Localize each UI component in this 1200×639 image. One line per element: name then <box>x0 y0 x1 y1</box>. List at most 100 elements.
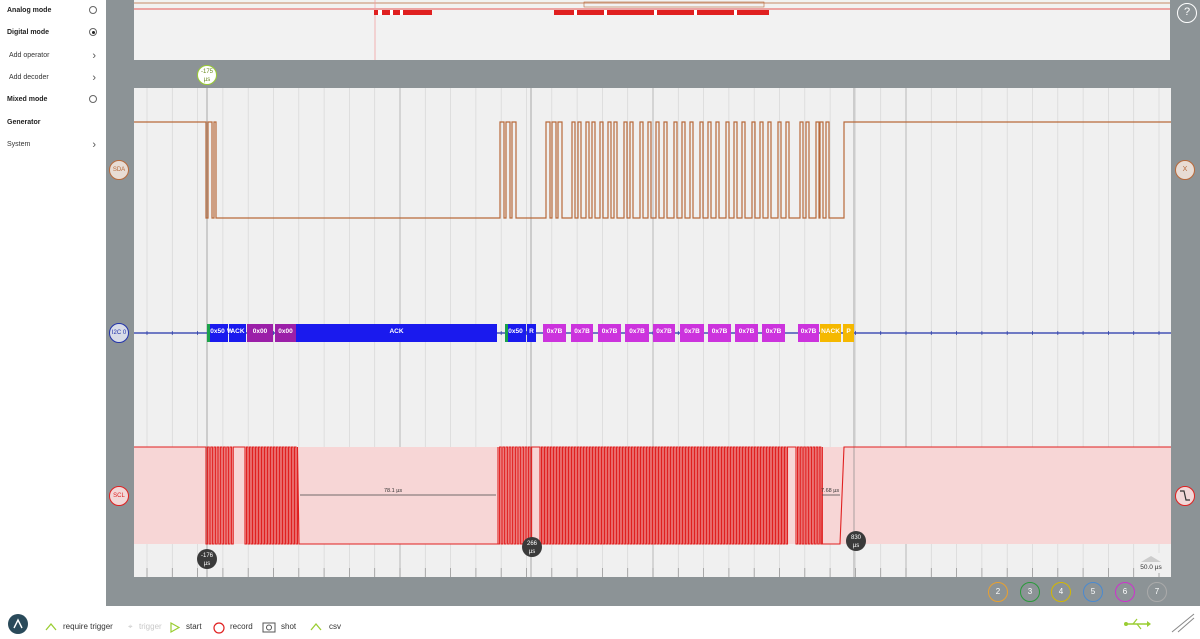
analog-mode-radio[interactable] <box>89 6 97 14</box>
channel-toggle-7[interactable]: 7 <box>1147 582 1167 602</box>
trigger-time-unit: µs <box>203 77 211 83</box>
channel-toggle-5[interactable]: 5 <box>1083 582 1103 602</box>
sda-waveform <box>134 121 1171 219</box>
menu-system[interactable]: System › <box>0 134 106 156</box>
digital-mode-radio[interactable] <box>89 28 97 36</box>
channel-toggle-3[interactable]: 3 <box>1020 582 1040 602</box>
decoder-segment <box>527 324 536 342</box>
scl-channel-marker[interactable]: SCL <box>109 486 129 506</box>
decoder-segment <box>505 324 526 342</box>
shot-button[interactable]: shot <box>281 622 297 631</box>
decoder-label: 0x7B <box>711 328 728 335</box>
channel-toggle-6[interactable]: 6 <box>1115 582 1135 602</box>
logo-glyph <box>13 618 23 629</box>
cursor-time-value: 266 <box>526 541 537 547</box>
scl-waveform <box>134 446 1171 545</box>
measurement-label: 7.68 µs <box>821 488 840 494</box>
decoder-segment <box>229 324 246 342</box>
cursor-time-value: 830 <box>850 535 861 541</box>
camera-icon <box>262 622 276 633</box>
decoder-segment <box>598 324 621 342</box>
play-icon <box>170 621 181 634</box>
decoder-label: 0x50 <box>508 328 523 335</box>
decoder-segment <box>708 324 731 342</box>
scl-trigger-edge-marker[interactable] <box>1175 486 1195 506</box>
decoder-label: R <box>529 328 534 335</box>
decoder-label: ACK <box>230 328 245 335</box>
i2c-channel-marker[interactable]: I2C 0 <box>109 323 129 343</box>
overview-strip[interactable] <box>134 0 1170 60</box>
decoder-segment <box>820 324 841 342</box>
trigger-time-marker[interactable]: -175 µs <box>197 65 217 85</box>
decoder-segment <box>296 324 497 342</box>
decoder-label: 0x50 <box>210 328 225 335</box>
decoder-segment <box>653 324 675 342</box>
menu-add-decoder[interactable]: Add decoder › <box>0 67 106 89</box>
decoder-segment <box>843 324 854 342</box>
timescale-indicator[interactable]: 50.0 µs <box>1137 553 1165 573</box>
cursor-badge[interactable]: 266 µs <box>522 537 542 557</box>
cursor-time-unit: µs <box>852 543 860 549</box>
require-trigger-icon <box>45 622 57 631</box>
menu-add-operator[interactable]: Add operator › <box>0 45 106 67</box>
waveform-plot[interactable]: 0x50 ACK 0x00 0x00 ACK 0x50 R 0x7B 0x7B 0x7B 0x7B 0… <box>134 88 1171 577</box>
decoder-segment <box>275 324 296 342</box>
waveform-canvas <box>134 88 1171 577</box>
app-logo-icon[interactable] <box>8 614 28 634</box>
falling-edge-icon <box>1180 490 1190 501</box>
trigger-time-value: -175 <box>200 69 213 75</box>
decoder-label: 0x7B <box>601 328 618 335</box>
decoder-segment <box>798 324 819 342</box>
decoder-label: 0x7B <box>574 328 590 335</box>
sda-channel-marker[interactable]: SDA <box>109 160 129 180</box>
decoder-label: 0x7B <box>656 328 672 335</box>
decoder-segment <box>207 324 228 342</box>
decoder-label: W <box>227 328 234 335</box>
channel-toggle-2[interactable]: 2 <box>988 582 1008 602</box>
decoder-label: 0x7B <box>546 328 563 335</box>
menu-analog-mode[interactable]: Analog mode <box>0 0 106 22</box>
cursor-time-value: -176 <box>200 553 213 559</box>
menu-generator[interactable]: Generator <box>0 112 106 134</box>
record-button[interactable]: record <box>230 622 253 631</box>
overview-waveform <box>134 0 1170 60</box>
csv-icon <box>310 622 322 631</box>
chevron-right-icon: › <box>92 72 96 84</box>
cursor-time-unit: µs <box>203 561 211 567</box>
help-button[interactable]: ? <box>1177 3 1197 23</box>
sidebar: Analog mode Digital mode Add operator › … <box>0 0 106 606</box>
menu-label: System <box>7 141 31 148</box>
timescale-icon <box>1141 556 1161 562</box>
channel-toggle-4[interactable]: 4 <box>1051 582 1071 602</box>
chevron-right-icon: › <box>92 139 96 151</box>
menu-digital-mode[interactable]: Digital mode <box>0 22 106 44</box>
decoder-segment <box>735 324 758 342</box>
decoder-segment <box>571 324 593 342</box>
chevron-right-icon: › <box>92 50 96 62</box>
trigger-button[interactable]: trigger <box>139 622 162 631</box>
decoder-segment <box>762 324 785 342</box>
cursor-badge[interactable]: 830 µs <box>846 531 866 551</box>
menu-mixed-mode[interactable]: Mixed mode <box>0 89 106 111</box>
record-icon <box>213 622 225 634</box>
start-button[interactable]: start <box>186 622 202 631</box>
cursor-badge[interactable]: -176 µs <box>197 549 217 569</box>
menu-label: Generator <box>7 119 41 126</box>
decoder-label: ACK <box>389 328 404 335</box>
sda-trigger-marker[interactable]: X <box>1175 160 1195 180</box>
csv-button[interactable]: csv <box>329 622 341 631</box>
decoder-label: 0x7B <box>738 328 755 335</box>
decoder-label: NACK <box>821 328 840 335</box>
menu-label: Analog mode <box>7 7 52 14</box>
decoder-segment <box>680 324 704 342</box>
resize-handle-icon[interactable] <box>1170 612 1196 634</box>
require-trigger-button[interactable]: require trigger <box>63 622 113 631</box>
decoder-label: 0x7B <box>629 328 645 335</box>
decoder-label: 0x7B <box>684 328 700 335</box>
decoder-label: 0x7B <box>765 328 782 335</box>
decoder-label: P <box>846 328 851 335</box>
start-condition-marker <box>207 324 210 342</box>
mixed-mode-radio[interactable] <box>89 95 97 103</box>
trigger-pin-icon: ⌖ <box>128 622 133 631</box>
cursor-time-unit: µs <box>528 549 536 555</box>
